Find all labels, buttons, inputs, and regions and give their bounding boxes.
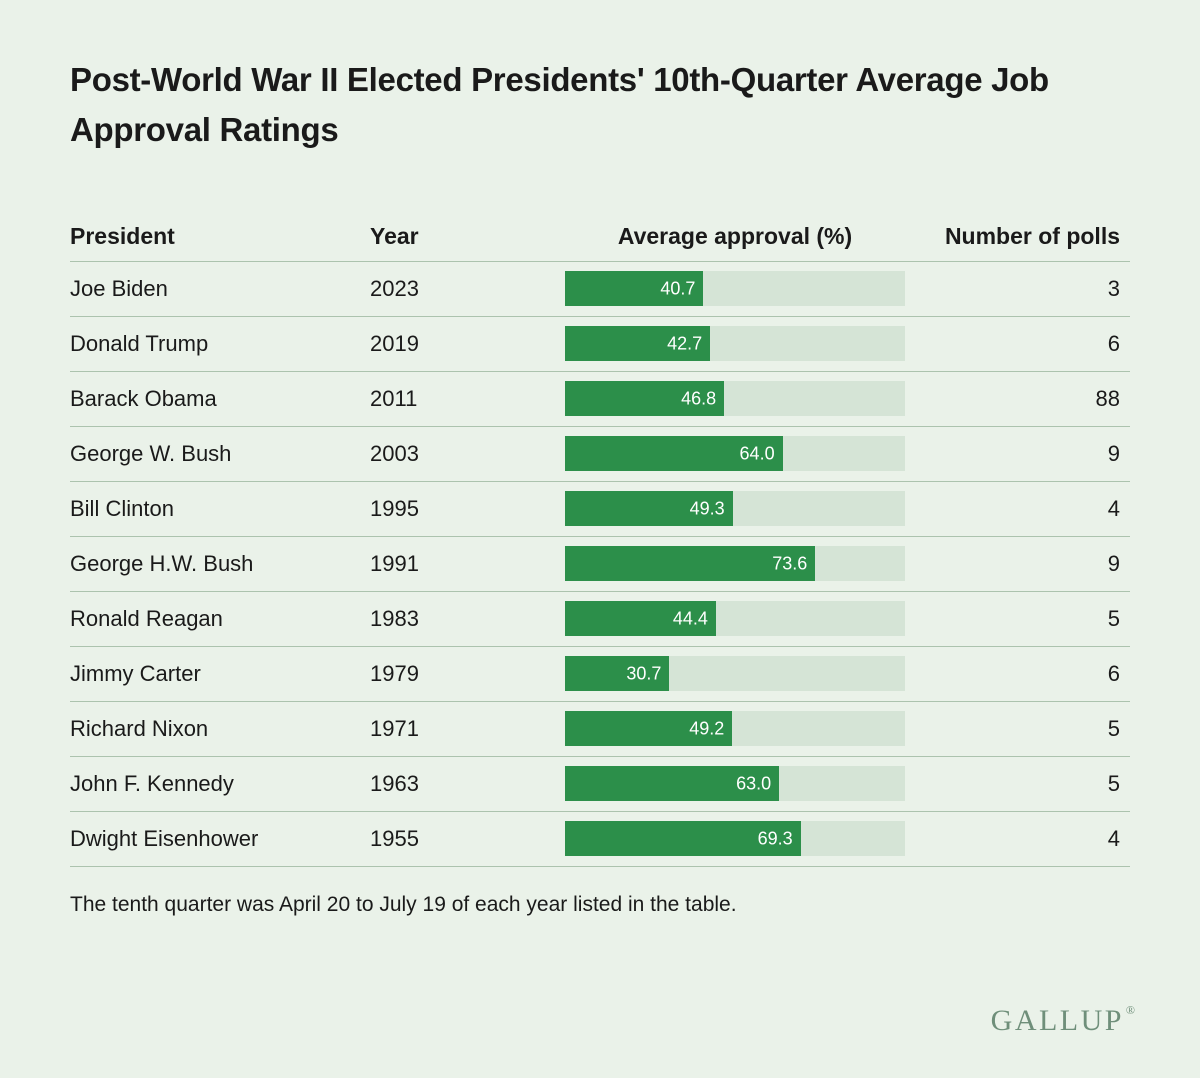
cell-approval-bar: 63.0 xyxy=(565,766,905,801)
cell-president: George W. Bush xyxy=(70,441,370,467)
cell-polls: 9 xyxy=(905,441,1130,467)
cell-year: 1983 xyxy=(370,606,565,632)
cell-president: George H.W. Bush xyxy=(70,551,370,577)
cell-polls: 5 xyxy=(905,771,1130,797)
cell-year: 1991 xyxy=(370,551,565,577)
cell-year: 1971 xyxy=(370,716,565,742)
bar-value-label: 40.7 xyxy=(660,278,703,299)
cell-approval-bar: 46.8 xyxy=(565,381,905,416)
table-row: Barack Obama2011 46.8 88 xyxy=(70,372,1130,427)
bar-value-label: 42.7 xyxy=(667,333,710,354)
data-table: President Year Average approval (%) Numb… xyxy=(70,222,1130,867)
table-row: Ronald Reagan1983 44.4 5 xyxy=(70,592,1130,647)
cell-polls: 88 xyxy=(905,386,1130,412)
cell-president: Jimmy Carter xyxy=(70,661,370,687)
bar-value-label: 49.2 xyxy=(689,718,732,739)
cell-polls: 5 xyxy=(905,606,1130,632)
cell-year: 2019 xyxy=(370,331,565,357)
cell-approval-bar: 40.7 xyxy=(565,271,905,306)
brand-text: GALLUP xyxy=(991,1004,1124,1037)
cell-president: John F. Kennedy xyxy=(70,771,370,797)
cell-approval-bar: 44.4 xyxy=(565,601,905,636)
cell-polls: 3 xyxy=(905,276,1130,302)
table-body: Joe Biden2023 40.7 3 Donald Trump2019 42.7 6 B… xyxy=(70,262,1130,867)
gallup-brand-logo: GALLUP® xyxy=(991,1004,1130,1038)
table-row: George H.W. Bush1991 73.6 9 xyxy=(70,537,1130,592)
cell-president: Barack Obama xyxy=(70,386,370,412)
cell-year: 2003 xyxy=(370,441,565,467)
table-row: Bill Clinton1995 49.3 4 xyxy=(70,482,1130,537)
table-row: Dwight Eisenhower1955 69.3 4 xyxy=(70,812,1130,867)
cell-approval-bar: 73.6 xyxy=(565,546,905,581)
cell-president: Joe Biden xyxy=(70,276,370,302)
cell-president: Donald Trump xyxy=(70,331,370,357)
cell-approval-bar: 30.7 xyxy=(565,656,905,691)
bar-value-label: 64.0 xyxy=(740,443,783,464)
cell-president: Ronald Reagan xyxy=(70,606,370,632)
bar-value-label: 49.3 xyxy=(690,498,733,519)
table-row: Donald Trump2019 42.7 6 xyxy=(70,317,1130,372)
bar-value-label: 44.4 xyxy=(673,608,716,629)
cell-president: Dwight Eisenhower xyxy=(70,826,370,852)
registered-trademark-icon: ® xyxy=(1126,1003,1135,1018)
cell-polls: 9 xyxy=(905,551,1130,577)
cell-approval-bar: 42.7 xyxy=(565,326,905,361)
cell-president: Bill Clinton xyxy=(70,496,370,522)
cell-year: 1963 xyxy=(370,771,565,797)
col-header-polls: Number of polls xyxy=(905,222,1130,251)
table-row: Richard Nixon1971 49.2 5 xyxy=(70,702,1130,757)
col-header-approval: Average approval (%) xyxy=(565,222,905,251)
chart-footnote: The tenth quarter was April 20 to July 1… xyxy=(70,893,1130,917)
cell-year: 1979 xyxy=(370,661,565,687)
cell-year: 1995 xyxy=(370,496,565,522)
bar-value-label: 73.6 xyxy=(772,553,815,574)
cell-approval-bar: 49.3 xyxy=(565,491,905,526)
table-header-row: President Year Average approval (%) Numb… xyxy=(70,222,1130,262)
table-row: John F. Kennedy1963 63.0 5 xyxy=(70,757,1130,812)
table-row: George W. Bush2003 64.0 9 xyxy=(70,427,1130,482)
cell-approval-bar: 69.3 xyxy=(565,821,905,856)
chart-title: Post-World War II Elected Presidents' 10… xyxy=(70,55,1130,154)
cell-approval-bar: 64.0 xyxy=(565,436,905,471)
cell-polls: 6 xyxy=(905,331,1130,357)
table-row: Joe Biden2023 40.7 3 xyxy=(70,262,1130,317)
cell-year: 2023 xyxy=(370,276,565,302)
bar-value-label: 69.3 xyxy=(758,828,801,849)
bar-value-label: 46.8 xyxy=(681,388,724,409)
cell-year: 2011 xyxy=(370,386,565,412)
cell-polls: 6 xyxy=(905,661,1130,687)
col-header-year: Year xyxy=(370,222,565,251)
cell-polls: 4 xyxy=(905,826,1130,852)
col-header-president: President xyxy=(70,222,370,251)
cell-year: 1955 xyxy=(370,826,565,852)
table-row: Jimmy Carter1979 30.7 6 xyxy=(70,647,1130,702)
cell-president: Richard Nixon xyxy=(70,716,370,742)
bar-value-label: 30.7 xyxy=(626,663,669,684)
cell-polls: 5 xyxy=(905,716,1130,742)
cell-approval-bar: 49.2 xyxy=(565,711,905,746)
cell-polls: 4 xyxy=(905,496,1130,522)
bar-value-label: 63.0 xyxy=(736,773,779,794)
